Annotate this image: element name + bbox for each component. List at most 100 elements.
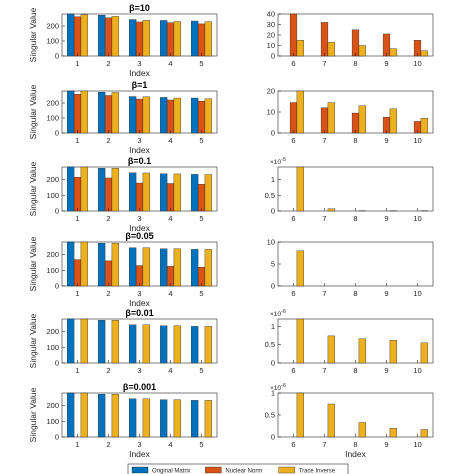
bar — [142, 20, 150, 57]
bar — [160, 399, 168, 438]
bar — [73, 259, 82, 287]
y-axis-label: Singular Value — [28, 7, 38, 62]
x-tick-label: 7 — [322, 366, 326, 375]
bar — [204, 249, 212, 287]
bar — [320, 107, 329, 134]
y-tick-label: 200 — [46, 250, 59, 259]
legend-label: Trace Inverse — [299, 469, 336, 474]
x-tick-label: 7 — [322, 136, 326, 145]
y-tick-label: 5 — [271, 260, 275, 269]
y-tick-label: 0.5 — [265, 191, 275, 200]
x-tick-label: 1 — [75, 440, 79, 449]
x-axis-label: Index — [129, 145, 151, 155]
y-tick-label: 100 — [46, 37, 59, 46]
bar — [289, 102, 298, 134]
chart-panel-9: 0 100 200 1 2 3 4 5 β=0.01 Singular Value — [28, 308, 218, 375]
bar — [327, 335, 335, 364]
x-tick-label: 2 — [106, 289, 110, 298]
chart-panel-12: 0 0.5 1 6 7 8 9 10 Index ×10-6 — [265, 383, 434, 459]
bar — [142, 172, 150, 212]
bar — [173, 97, 181, 134]
x-tick-label: 1 — [75, 214, 79, 223]
bar — [327, 403, 335, 438]
bar — [111, 320, 119, 364]
bar — [98, 92, 106, 134]
chart-panel-10: 0 0.5 1 6 7 8 9 10 ×10-6 — [265, 309, 434, 375]
bar — [382, 33, 391, 57]
x-tick-label: 7 — [322, 59, 326, 68]
x-tick-label: 2 — [106, 440, 110, 449]
bar — [173, 248, 181, 287]
y-tick-label: 0 — [271, 282, 275, 291]
y-tick-label: 10 — [267, 238, 275, 247]
bar — [98, 15, 106, 57]
x-tick-label: 4 — [168, 214, 172, 223]
bar — [80, 14, 88, 57]
y-axis-label: Singular Value — [28, 161, 38, 216]
bar — [173, 325, 181, 364]
panel-title: β=1 — [132, 80, 148, 90]
x-tick-label: 5 — [199, 366, 203, 375]
x-axis-label: Index — [129, 298, 151, 308]
x-tick-label: 4 — [168, 289, 172, 298]
x-tick-label: 2 — [106, 214, 110, 223]
bar — [358, 105, 366, 134]
x-tick-label: 5 — [199, 289, 203, 298]
y-tick-label: 100 — [46, 114, 59, 123]
y-axis-label: Singular Value — [28, 313, 38, 368]
y-tick-label: 40 — [267, 10, 275, 19]
y-tick-label: 0 — [271, 433, 275, 442]
legend-label: Nuclear Norm — [225, 469, 262, 474]
bar — [111, 243, 119, 287]
x-tick-label: 6 — [291, 366, 295, 375]
y-tick-label: 100 — [46, 343, 59, 352]
bar — [67, 90, 75, 134]
x-tick-label: 3 — [137, 289, 141, 298]
bar — [420, 342, 428, 364]
y-tick-label: 0 — [55, 129, 59, 138]
bar — [296, 250, 304, 287]
bar — [67, 241, 75, 287]
bar — [67, 13, 75, 57]
x-tick-label: 10 — [413, 59, 421, 68]
y-tick-label: 200 — [46, 22, 59, 31]
y-tick-label: 0 — [271, 359, 275, 368]
x-tick-label: 6 — [291, 59, 295, 68]
legend: Original Matrix Nuclear Norm Trace Inverse — [127, 463, 349, 474]
bar — [204, 400, 212, 438]
x-tick-label: 8 — [353, 366, 357, 375]
bar — [296, 166, 304, 212]
bar — [160, 97, 168, 134]
bar — [142, 398, 150, 438]
bar — [80, 90, 88, 134]
x-tick-label: 6 — [291, 289, 295, 298]
bar — [142, 247, 150, 287]
x-axis-label: Index — [129, 449, 151, 459]
x-tick-label: 8 — [353, 440, 357, 449]
y-tick-label: 200 — [46, 327, 59, 336]
bar — [358, 338, 366, 364]
y-tick-label: 1 — [271, 322, 275, 331]
y-axis-label: Singular Value — [28, 387, 38, 442]
x-tick-label: 4 — [168, 59, 172, 68]
chart-panel-8: 0 5 10 6 7 8 9 10 — [267, 238, 434, 298]
x-tick-label: 8 — [353, 136, 357, 145]
chart-panel-11: 0 100 200 1 2 3 4 5 β=0.001 Singular Value Index — [28, 382, 218, 459]
bar — [129, 172, 137, 212]
bar — [104, 260, 113, 287]
x-tick-label: 4 — [168, 440, 172, 449]
bar — [191, 400, 199, 438]
y-tick-label: 0 — [271, 129, 275, 138]
chart-panel-4: 0 10 20 6 7 8 9 10 — [267, 87, 434, 145]
x-tick-label: 1 — [75, 366, 79, 375]
bar — [142, 324, 150, 364]
y-axis-label: Singular Value — [28, 84, 38, 139]
y-tick-label: 20 — [267, 31, 275, 40]
y-tick-label: 200 — [46, 175, 59, 184]
bar — [320, 22, 329, 57]
y-tick-label: 0 — [55, 52, 59, 61]
axis-exponent: ×10-6 — [270, 383, 286, 392]
x-tick-label: 10 — [413, 289, 421, 298]
bar — [204, 21, 212, 57]
y-tick-label: 20 — [267, 87, 275, 96]
